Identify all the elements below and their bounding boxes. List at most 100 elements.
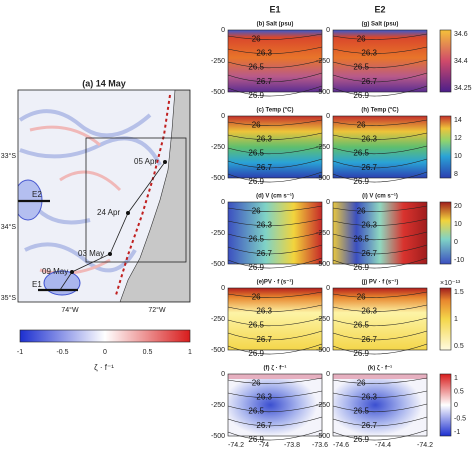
colorbar-tick: 12 — [454, 135, 462, 142]
contour-line — [227, 33, 323, 40]
lat-label: 34°S — [1, 223, 17, 231]
contour-label: 26.9 — [248, 263, 264, 272]
x-tick: -74.6 — [333, 442, 349, 449]
contour-label: 26.7 — [361, 77, 377, 86]
depth-tick: -250 — [211, 316, 225, 323]
contour-line — [332, 231, 428, 241]
contour-line — [332, 416, 428, 427]
contour-line — [332, 158, 428, 169]
contour-line — [227, 317, 323, 327]
contour-line — [332, 330, 428, 341]
contour-line — [332, 145, 428, 155]
lat-label: 35°S — [1, 294, 17, 302]
lon-label: 72°W — [148, 306, 166, 314]
surface-band — [228, 374, 322, 379]
depth-tick: -500 — [316, 175, 330, 182]
contour-label: 26.3 — [361, 49, 377, 58]
colorbar — [439, 287, 452, 351]
contour-label: 26.3 — [256, 307, 272, 316]
colorbar-tick: 0.5 — [454, 388, 464, 395]
depth-tick: 0 — [221, 27, 225, 34]
depth-tick: 0 — [326, 113, 330, 120]
surface-band — [333, 374, 427, 379]
colorbar-tick: 10 — [454, 153, 462, 160]
colorbar-tick: -1 — [454, 429, 460, 436]
panel-title: (d) V (cm s⁻¹) — [256, 193, 294, 200]
contour-label: 26.3 — [361, 307, 377, 316]
panel-frame — [332, 373, 428, 437]
depth-tick: -250 — [316, 316, 330, 323]
contour-line — [332, 244, 428, 255]
panel-title: (h) Temp (°C) — [361, 108, 398, 114]
depth-tick: 0 — [326, 27, 330, 34]
contour-line — [227, 59, 323, 69]
x-tick: -73.8 — [284, 442, 300, 449]
contour-label: 26.5 — [248, 407, 264, 416]
contour-label: 26 — [357, 121, 366, 130]
contour-line — [227, 119, 323, 126]
colorbar-tick: 8 — [454, 171, 458, 178]
contour-label: 26 — [357, 207, 366, 216]
depth-tick: -500 — [211, 175, 225, 182]
depth-tick: -250 — [316, 144, 330, 151]
colorbar-tick: 0 — [103, 349, 107, 356]
contour-label: 26.7 — [256, 163, 272, 172]
date-label: 05 Apr — [134, 157, 157, 166]
contour-line — [332, 205, 428, 212]
contour-label: 26.7 — [256, 335, 272, 344]
panel-frame — [332, 287, 428, 351]
colorbar-tick: -10 — [454, 257, 464, 264]
contour-label: 26 — [357, 293, 366, 302]
contour-line — [332, 429, 428, 441]
depth-tick: 0 — [221, 285, 225, 292]
contour-line — [332, 171, 428, 183]
panel-frame — [332, 29, 428, 93]
contour-label: 26.9 — [248, 177, 264, 186]
panel-title: (g) Salt (psu) — [362, 22, 399, 28]
contour-line — [227, 205, 323, 212]
depth-tick: -500 — [211, 433, 225, 440]
contour-label: 26.7 — [256, 421, 272, 430]
colorbar-tick: 1 — [454, 375, 458, 382]
depth-tick: -250 — [211, 58, 225, 65]
x-tick: -74 — [259, 442, 269, 449]
contour-label: 26.5 — [353, 149, 369, 158]
contour-line — [227, 145, 323, 155]
panel-frame — [227, 373, 323, 437]
panel-title: (f) ζ · f⁻¹ — [264, 365, 287, 372]
colorbar-tick: 20 — [454, 203, 462, 210]
depth-tick: 0 — [221, 371, 225, 378]
contour-label: 26 — [252, 207, 261, 216]
depth-tick: -500 — [316, 433, 330, 440]
depth-tick: -500 — [211, 347, 225, 354]
contour-label: 26.5 — [248, 235, 264, 244]
contour-line — [332, 59, 428, 69]
colorbar-tick: 1.5 — [454, 289, 464, 296]
contour-label: 26.3 — [256, 221, 272, 230]
contour-label: 26.5 — [248, 63, 264, 72]
contour-label: 26.7 — [361, 249, 377, 258]
contour-label: 26 — [357, 35, 366, 44]
contour-label: 26.3 — [256, 49, 272, 58]
depth-tick: -250 — [316, 402, 330, 409]
contour-label: 26.5 — [248, 149, 264, 158]
depth-tick: 0 — [326, 199, 330, 206]
lon-label: 74°W — [61, 306, 79, 314]
contour-line — [227, 231, 323, 241]
colorbar-tick: 0 — [454, 402, 458, 409]
column-header: E1 — [269, 4, 280, 14]
colorbar-tick: 0 — [454, 239, 458, 246]
contour-line — [332, 291, 428, 298]
contour-label: 26.5 — [353, 321, 369, 330]
depth-tick: -250 — [316, 230, 330, 237]
contour-label: 26 — [252, 293, 261, 302]
panel-title: (b) Salt (psu) — [257, 22, 294, 28]
contour-label: 26 — [252, 379, 261, 388]
contour-label: 26 — [357, 379, 366, 388]
date-label: 24 Apr — [97, 208, 120, 217]
colorbar-tick: 0.5 — [143, 349, 153, 356]
contour-line — [227, 158, 323, 169]
contour-label: 26.3 — [256, 135, 272, 144]
x-tick: -74.2 — [228, 442, 244, 449]
